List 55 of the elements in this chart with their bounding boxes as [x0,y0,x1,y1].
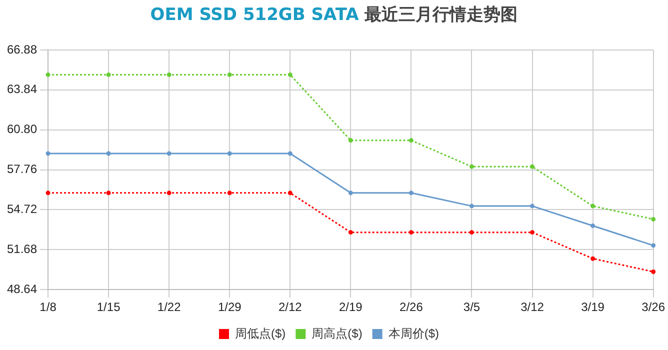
point [469,230,474,235]
point [651,216,656,222]
point [348,230,353,235]
point [46,72,50,77]
point [408,190,414,196]
point [651,243,656,248]
x-tick-label: 1/15 [96,300,121,314]
point [348,138,353,143]
point [106,72,111,77]
legend-label: 周低点($) [235,326,286,340]
x-tick-label: 2/12 [278,300,302,314]
x-tick-label: 2/19 [338,300,363,314]
point [46,190,50,196]
y-tick-label: 51.68 [7,242,38,256]
point [590,204,596,208]
point [166,151,172,156]
point [106,190,111,196]
point [46,151,50,156]
chart-title: OEM SSD 512GB SATA 最近三月行情走势图 [150,5,518,25]
point [288,190,292,196]
point [469,204,474,208]
point [166,72,172,77]
point [166,190,172,196]
y-tick-label: 48.64 [7,282,38,296]
legend-label: 本周价($) [388,326,440,340]
point [227,151,232,156]
point [530,204,535,208]
y-tick-label: 63.84 [7,82,38,96]
point [408,138,414,143]
point [348,190,353,196]
x-tick-label: 3/26 [642,300,666,314]
point [530,230,535,235]
point [590,256,596,261]
point [288,72,292,77]
point [469,164,474,169]
y-tick-label: 60.80 [7,122,38,136]
legend-label: 周高点($) [312,326,362,340]
point [590,224,596,228]
x-tick-label: 1/8 [40,300,57,314]
x-tick-label: 2/26 [400,300,424,314]
x-tick-label: 1/29 [218,300,242,314]
point [651,269,656,274]
point [106,151,111,156]
y-tick-label: 54.72 [7,202,38,216]
x-tick-label: 3/19 [581,300,605,314]
y-tick-label: 66.88 [7,42,38,56]
x-tick-label: 3/12 [520,300,544,314]
point [408,230,414,235]
x-tick-label: 1/22 [157,300,182,314]
point [227,72,232,77]
point [530,164,535,169]
y-tick-label: 57.76 [7,162,38,176]
x-tick-label: 3/5 [463,300,480,314]
point [288,151,292,156]
point [227,190,232,196]
